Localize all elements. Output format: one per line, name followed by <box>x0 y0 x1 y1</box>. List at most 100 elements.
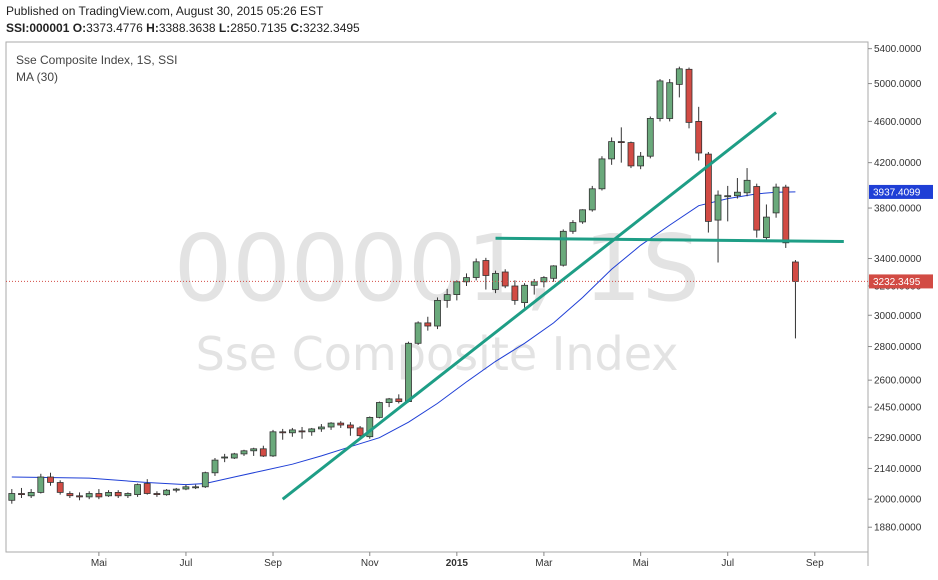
candle-down <box>482 260 490 276</box>
price-badges: 3937.4099 3232.3495 <box>869 184 933 289</box>
candle-down <box>356 427 364 437</box>
y-tick-label: 3800.0000 <box>874 204 922 215</box>
candle-up <box>163 489 171 496</box>
candle-down <box>753 186 761 231</box>
open-label: O: <box>72 21 87 35</box>
candle-up <box>105 491 112 497</box>
low-value: 2850.7135 <box>230 21 287 35</box>
candle-down <box>298 430 306 433</box>
candle-up <box>211 459 219 474</box>
candle-up <box>85 493 93 498</box>
series-title[interactable]: Sse Composite Index, 1S, SSI <box>16 53 178 67</box>
candle-down <box>424 322 432 327</box>
candle-up <box>250 448 258 452</box>
published-line: Published on TradingView.com, August 30,… <box>6 4 324 18</box>
candle-up <box>579 209 586 223</box>
candle-down <box>56 482 64 493</box>
last-price-badge-bg <box>869 274 933 289</box>
x-tick-label: Mar <box>535 558 553 569</box>
x-tick-label: Mai <box>91 558 107 569</box>
candle-down <box>395 398 403 402</box>
candle-down <box>114 491 122 497</box>
candle-down <box>627 142 635 167</box>
candle-up <box>221 456 229 459</box>
candle-up <box>8 493 16 501</box>
ma-value-badge-bg <box>869 184 933 199</box>
candle-up <box>646 118 654 157</box>
candle-up <box>463 277 470 283</box>
ma-legend[interactable]: MA (30) <box>16 70 59 84</box>
candle-up <box>743 179 751 194</box>
y-tick-label: 2800.0000 <box>874 342 922 353</box>
high-value: 3388.3638 <box>158 21 216 35</box>
ma-layer <box>11 191 796 486</box>
candle-up <box>656 80 664 119</box>
candle-down <box>66 493 74 497</box>
candle-up <box>405 342 412 402</box>
candle-up <box>192 486 200 489</box>
candle-down <box>95 493 103 498</box>
y-tick-label: 4600.0000 <box>874 117 922 128</box>
candle-up <box>763 216 770 239</box>
candle-up <box>134 484 142 496</box>
candle-up <box>443 294 451 301</box>
candle-up <box>724 195 732 198</box>
candle-down <box>792 261 799 282</box>
candle-up <box>559 230 567 266</box>
y-tick-label: 5000.0000 <box>874 79 922 90</box>
candle-up <box>734 191 741 197</box>
y-tick-label: 2600.0000 <box>874 376 922 387</box>
candle-up <box>608 141 615 160</box>
candle-up <box>637 155 644 167</box>
chart-header: Published on TradingView.com, August 30,… <box>6 3 360 37</box>
candle-up <box>288 429 296 434</box>
y-tick-label: 2450.0000 <box>874 403 922 414</box>
last-price-badge-text: 3232.3495 <box>873 277 921 288</box>
candle-down <box>782 186 790 244</box>
ohlc-line: SSI:000001 O:3373.4776 H:3388.3638 L:285… <box>6 20 360 37</box>
candle-up <box>598 158 606 190</box>
candle-down <box>76 495 83 498</box>
x-axis: Mai Jul Sep Nov 2015 Mar Mai Jul Sep <box>91 552 824 569</box>
candle-up <box>27 491 35 497</box>
close-label: C: <box>290 21 303 35</box>
ma-value-badge-text: 3937.4099 <box>873 187 921 198</box>
candle-down <box>337 422 345 426</box>
candle-down <box>153 493 161 496</box>
candle-down <box>501 271 509 287</box>
candle-up <box>550 265 557 279</box>
candle-up <box>182 486 190 490</box>
candle-up <box>327 422 335 428</box>
candle-down <box>143 483 151 494</box>
candle-up <box>675 68 683 85</box>
candle-up <box>434 299 441 327</box>
y-tick-label: 4200.0000 <box>874 158 922 169</box>
candle-up <box>414 322 422 344</box>
trendline-rising <box>281 111 778 501</box>
trendlines-layer <box>281 111 844 501</box>
candle-up <box>521 284 528 303</box>
y-tick-label: 3400.0000 <box>874 254 922 265</box>
x-tick-label: Sep <box>806 558 824 569</box>
candle-up <box>772 186 780 214</box>
candle-down <box>685 68 693 123</box>
candle-down <box>279 431 287 434</box>
y-tick-label: 2290.0000 <box>874 433 922 444</box>
candle-up <box>588 188 596 211</box>
close-value: 3232.3495 <box>302 21 360 35</box>
x-tick-label: Jul <box>180 558 193 569</box>
candle-up <box>472 261 480 278</box>
candle-up <box>269 431 277 457</box>
y-tick-label: 2140.0000 <box>874 464 922 475</box>
watermark-name: Sse Composite Index <box>196 327 679 381</box>
candle-up <box>666 82 674 119</box>
candle-up <box>375 402 383 418</box>
candle-up <box>308 428 316 433</box>
candle-up <box>201 472 209 488</box>
candle-down <box>617 141 625 144</box>
candle-down <box>346 424 354 429</box>
x-tick-label: Nov <box>361 558 379 569</box>
y-tick-label: 2000.0000 <box>874 495 922 506</box>
candle-down <box>511 285 519 301</box>
